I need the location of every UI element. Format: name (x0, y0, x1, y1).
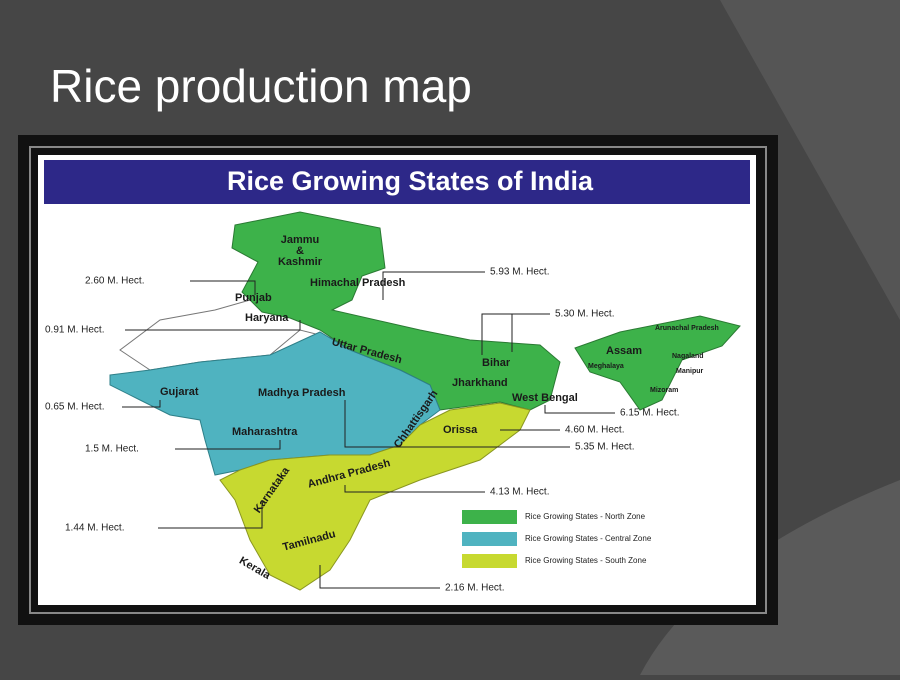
state-label: & (296, 245, 304, 257)
state-label: West Bengal (512, 392, 578, 404)
leader-line (382, 271, 485, 300)
callout: 0.91 M. Hect. (45, 325, 104, 336)
state-label: Manipur (676, 368, 703, 375)
state-label: Jammu (281, 234, 320, 246)
slide-title: Rice production map (50, 60, 472, 112)
leader-line (175, 440, 281, 450)
leader-line (122, 400, 161, 408)
state-label: Madhya Pradesh (258, 387, 346, 399)
state-label: Kashmir (278, 256, 323, 268)
state-label: Himachal Pradesh (310, 277, 406, 289)
legend-label: Rice Growing States - Central Zone (525, 534, 652, 543)
state-label: Mizoram (650, 387, 678, 394)
callout: 5.30 M. Hect. (555, 309, 614, 320)
legend-label: Rice Growing States - North Zone (525, 512, 646, 521)
callout: 0.65 M. Hect. (45, 402, 104, 413)
legend: Rice Growing States - North Zone Rice Gr… (462, 510, 652, 568)
state-label: Nagaland (672, 353, 704, 360)
south-zone (219, 402, 531, 591)
leader-line (319, 565, 440, 589)
callout: 5.93 M. Hect. (490, 267, 549, 278)
leader-line (481, 313, 550, 355)
leader-line (190, 280, 256, 295)
bg-shape (720, 0, 900, 320)
callout: 4.60 M. Hect. (565, 425, 624, 436)
callout: 1.44 M. Hect. (65, 523, 124, 534)
leader-line (125, 320, 301, 331)
state-label: Gujarat (160, 386, 199, 398)
state-label: Assam (606, 345, 642, 357)
callout: 2.60 M. Hect. (85, 276, 144, 287)
callout-lines (122, 271, 615, 589)
leader-line (158, 500, 263, 529)
callouts: 2.60 M. Hect. 5.93 M. Hect. 5.30 M. Hect… (45, 267, 679, 594)
north-zone-ne (574, 315, 741, 411)
leader-line (344, 485, 485, 493)
map-header (44, 160, 750, 204)
callout: 5.35 M. Hect. (575, 442, 634, 453)
state-label: Punjab (235, 292, 272, 304)
legend-swatch (462, 532, 517, 546)
state-label: Bihar (482, 357, 511, 369)
state-label: Orissa (443, 424, 478, 436)
map-title: Rice Growing States of India (227, 166, 594, 196)
state-label: Jharkhand (452, 377, 508, 389)
frame-border (29, 146, 767, 614)
state-label: Maharashtra (232, 426, 298, 438)
legend-swatch (462, 510, 517, 524)
legend-label: Rice Growing States - South Zone (525, 556, 647, 565)
callout: 1.5 M. Hect. (85, 444, 139, 455)
state-label: Haryana (245, 312, 289, 324)
state-label: Arunachal Pradesh (655, 325, 719, 332)
leader-line (544, 405, 615, 414)
callout: 2.16 M. Hect. (445, 583, 504, 594)
legend-swatch (462, 554, 517, 568)
leader-line (344, 400, 570, 448)
callout: 4.13 M. Hect. (490, 487, 549, 498)
state-label: Meghalaya (588, 363, 624, 370)
callout: 6.15 M. Hect. (620, 408, 679, 419)
